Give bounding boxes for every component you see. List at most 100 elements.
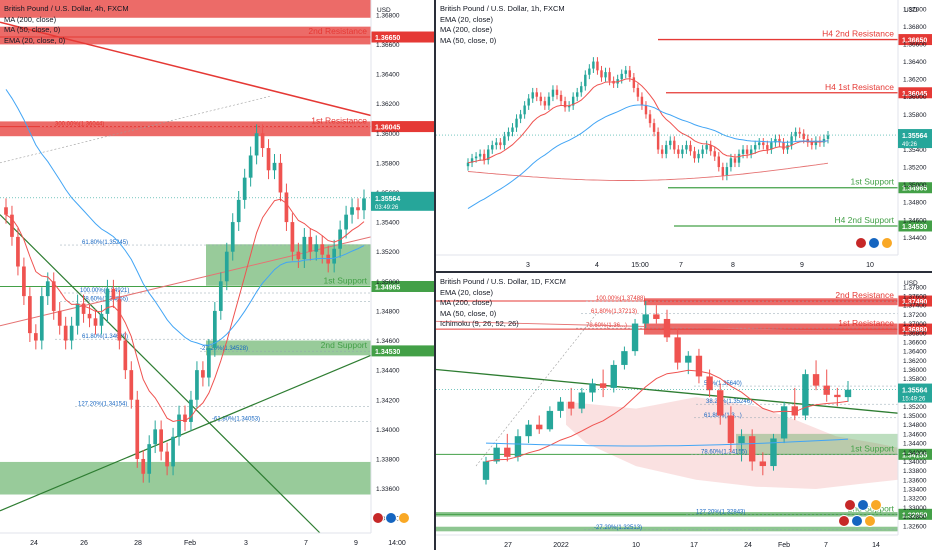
price-tick-label: 1.35800 [903, 112, 927, 119]
candle-body [527, 98, 530, 106]
candle-body [314, 244, 319, 252]
candle-body [745, 149, 749, 154]
candle-body [642, 314, 649, 324]
price-tick-label: 1.35800 [903, 376, 927, 383]
candle-body [834, 394, 841, 398]
h1-title: British Pound / U.S. Dollar, 1h, FXCM [440, 4, 565, 13]
chart-panel-h1[interactable]: H4 2nd Resistance 1.36650 H4 1st Resistanc… [436, 0, 932, 271]
candle-body [159, 429, 163, 452]
candle-body [212, 310, 217, 348]
chart-panel-h4[interactable]: 127.20%(1.37116)161.80%(1.36932)300.00%(… [0, 0, 434, 550]
candle-body [640, 96, 644, 106]
candle-body [45, 281, 50, 297]
price-tick-label: 1.35200 [376, 249, 400, 256]
candle-body [242, 177, 247, 200]
candle-body [669, 140, 672, 146]
candle-body [681, 149, 684, 154]
currency-flag-icon [844, 499, 856, 511]
candle-body [673, 140, 676, 150]
candle-body [165, 451, 169, 467]
candle-body [487, 149, 490, 161]
panel-divider-horizontal [436, 271, 932, 273]
time-tick-label: 8 [731, 262, 735, 269]
candle-body [738, 436, 745, 444]
fib-label: 300.00%(1.36044) [55, 122, 104, 128]
candle-body [236, 199, 241, 223]
candle-body [482, 153, 486, 161]
candle-body [814, 140, 818, 146]
candle-body [350, 207, 354, 215]
candle-body [620, 73, 623, 80]
d1-chart-canvas[interactable]: 2nd Resistance 1.37490 1st Resistance 1.368… [436, 273, 932, 550]
first-resistance-zone [0, 121, 371, 137]
time-tick-label: 26 [80, 540, 88, 547]
candle-body [557, 401, 564, 411]
candle-body [628, 70, 632, 78]
price-tick-label: 1.36600 [903, 339, 927, 346]
h1-chart-canvas[interactable]: H4 2nd Resistance 1.36650 H4 1st Resistanc… [436, 0, 932, 271]
currency-label: USD [904, 280, 918, 287]
candle-body [596, 61, 599, 71]
level-tag-bg [898, 220, 932, 232]
price-tick-label: 1.35000 [903, 182, 927, 189]
candle-body [693, 151, 696, 159]
currency-flag-icon [855, 237, 867, 249]
price-tick-label: 1.33000 [903, 505, 927, 512]
candle-body [218, 281, 223, 311]
level-tag-bg [898, 448, 932, 460]
level-label: 1st Support [851, 177, 895, 187]
candle-body [99, 313, 104, 326]
d1-indicator-ichimoku: Ichimoku (9, 26, 52, 26) [440, 319, 519, 328]
level-tag-price: 1.36880 [902, 327, 927, 334]
candle-body [511, 127, 514, 132]
candle-body [563, 101, 567, 108]
candle-body [57, 310, 62, 326]
price-tick-label: 1.34800 [376, 308, 400, 315]
currency-flag-icon [385, 512, 397, 524]
currency-flag-icon [851, 515, 863, 527]
candle-body [631, 323, 639, 352]
rising-green-trendline [0, 354, 372, 512]
chart-panel-d1[interactable]: 2nd Resistance 1.37490 1st Resistance 1.368… [436, 273, 932, 550]
price-tick-label: 1.34400 [903, 441, 927, 448]
candle-body [567, 401, 575, 409]
candle-body [320, 244, 325, 255]
price-tick-label: 1.35000 [903, 413, 927, 420]
candle-body [248, 155, 253, 178]
candle-body [695, 355, 703, 377]
candle-body [749, 149, 753, 154]
fib-label: 127.20%(1.32843) [696, 510, 745, 516]
candle-body [519, 114, 522, 119]
candle-body [748, 436, 756, 462]
candle-body [39, 296, 44, 341]
descending-trendline [436, 368, 899, 414]
second-resistance-zone [0, 26, 371, 45]
currency-flag-icon [870, 499, 882, 511]
candle-body [685, 145, 688, 150]
currency-label: USD [904, 7, 918, 14]
falling-green-trendline [0, 214, 321, 534]
time-tick-label: 15:00 [631, 262, 649, 269]
candle-body [356, 207, 360, 211]
price-tick-label: 1.32800 [903, 514, 927, 521]
candle-body [794, 131, 797, 137]
h4-chart-canvas[interactable]: 127.20%(1.37116)161.80%(1.36932)300.00%(… [0, 0, 434, 550]
time-tick-label: 9 [354, 540, 358, 547]
price-tick-label: 1.34600 [376, 338, 400, 345]
candle-body [604, 72, 607, 78]
h4-indicator-ema20: EMA (20, close, 0) [4, 35, 66, 45]
candle-body [774, 138, 777, 143]
candle-body [93, 318, 98, 326]
candle-body [474, 156, 478, 159]
fib-label: 127.20%(1.34154) [78, 402, 127, 408]
candle-body [266, 148, 271, 171]
bar-countdown: 03:49:26 [375, 205, 399, 211]
candle-body [491, 145, 494, 150]
lower-support-zone [436, 526, 898, 532]
candle-body [466, 162, 470, 167]
candle-body [525, 424, 532, 437]
candle-body [644, 105, 648, 115]
level-label: 1st Support [851, 443, 895, 453]
candle-body [844, 389, 852, 398]
time-tick-label: Feb [184, 540, 196, 547]
